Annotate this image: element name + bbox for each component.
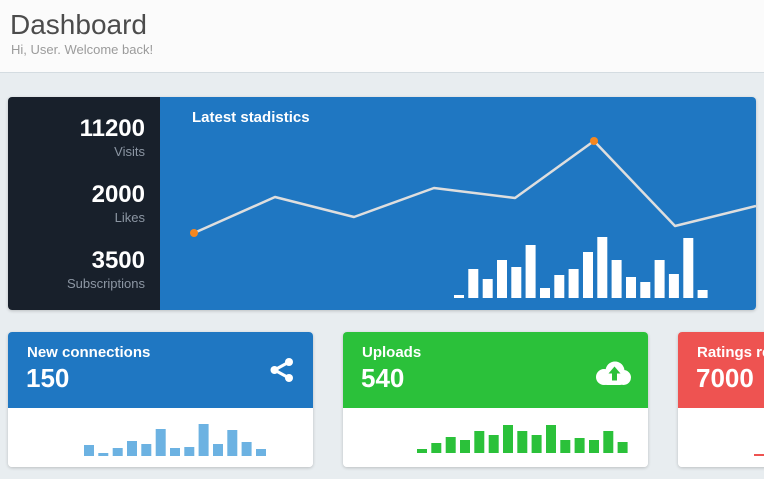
card-uploads: Uploads 540 — [343, 332, 648, 467]
statistics-chart-area: Latest stadistics — [160, 97, 756, 310]
stat-label: Likes — [114, 210, 145, 225]
card-title: Ratings received — [697, 344, 764, 361]
chart-title: Latest stadistics — [192, 109, 310, 126]
stat-item-visits: 11200 Visits — [8, 114, 145, 160]
stat-value: 11200 — [79, 115, 145, 142]
card-new-connections: New connections 150 — [8, 332, 313, 467]
card-title: New connections — [27, 344, 151, 361]
card-mini-chart-area — [678, 408, 764, 467]
card-mini-chart-area — [8, 408, 313, 467]
cloud-upload-icon — [596, 361, 631, 385]
card-header: New connections 150 — [8, 332, 313, 408]
statistics-chart — [190, 137, 756, 298]
ratings-mini-chart — [754, 454, 764, 456]
card-mini-chart-area — [343, 408, 648, 467]
stat-label: Visits — [114, 144, 145, 159]
card-title: Uploads — [362, 344, 422, 361]
card-value: 150 — [26, 363, 70, 393]
stats-panel: 11200 Visits 2000 Likes 3500 Subscriptio… — [8, 97, 756, 310]
share-icon — [270, 358, 293, 382]
card-value: 540 — [361, 363, 405, 393]
welcome-message: Hi, User. Welcome back! — [11, 42, 154, 58]
card-value: 7000 — [696, 363, 754, 393]
page-header: Dashboard Hi, User. Welcome back! — [0, 0, 764, 73]
card-header: Ratings received 7000 — [678, 332, 764, 408]
stat-value: 3500 — [91, 247, 145, 274]
stat-item-subscriptions: 3500 Subscriptions — [8, 246, 145, 292]
stat-value: 2000 — [91, 181, 145, 208]
new-connections-mini-chart — [84, 424, 266, 456]
page-title: Dashboard — [10, 9, 147, 40]
uploads-mini-chart — [417, 425, 628, 453]
stat-label: Subscriptions — [66, 276, 145, 291]
stats-summary: 11200 Visits 2000 Likes 3500 Subscriptio… — [8, 97, 160, 310]
card-ratings-received: Ratings received 7000 — [678, 332, 764, 467]
stat-item-likes: 2000 Likes — [8, 180, 145, 226]
card-header: Uploads 540 — [343, 332, 648, 408]
